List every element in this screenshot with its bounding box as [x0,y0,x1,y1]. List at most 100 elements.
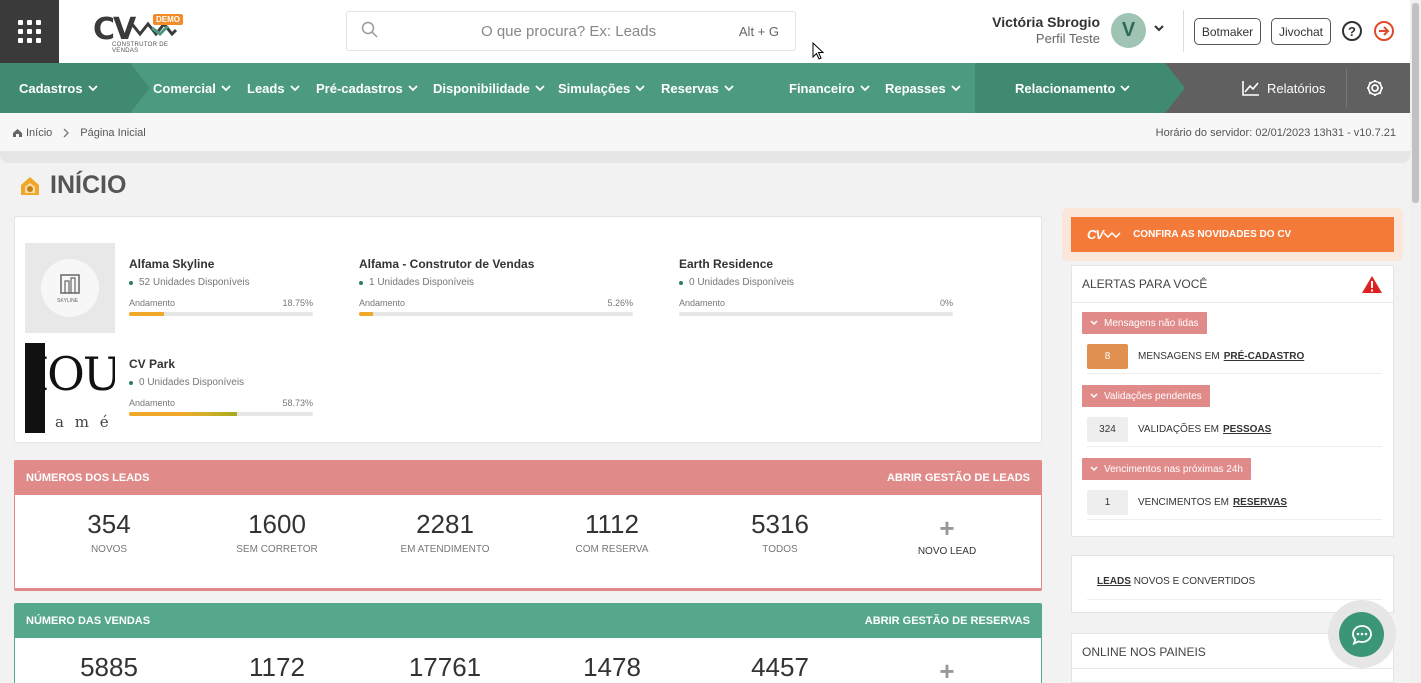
nav-reservas[interactable]: Reservas [661,63,734,113]
progress-value: 5.26% [607,298,633,308]
stat-novos[interactable]: 354 NOVOS [29,509,189,555]
nav-relatorios[interactable]: Relatórios [1242,63,1326,113]
sales-stat[interactable]: 4457 [700,652,860,683]
nav-label: Reservas [661,80,719,96]
jivochat-button[interactable]: Jivochat [1271,18,1331,45]
nav-label: Pré-cadastros [316,80,403,96]
breadcrumb-bar: Início Página Inicial Horário do servido… [0,113,1410,153]
avatar[interactable]: V [1111,13,1146,48]
help-icon[interactable]: ? [1342,21,1362,41]
plus-icon: + [939,656,955,683]
chevron-down-icon [635,85,645,92]
chevron-down-icon [1090,466,1098,472]
stat-com-reserva[interactable]: 1112 COM RESERVA [532,509,692,555]
logout-icon[interactable] [1373,20,1395,42]
progress-label: Andamento [359,298,406,308]
project-item[interactable]: Alfama Skyline 52 Unidades Disponíveis A… [129,257,313,316]
news-banner: CV CONFIRA AS NOVIDADES DO CV [1062,208,1403,261]
main-nav: Cadastros Comercial Leads Pré-cadastros … [0,63,1410,113]
nav-label: Cadastros [19,80,83,96]
project-item[interactable]: Earth Residence 0 Unidades Disponíveis A… [679,257,953,316]
chevron-down-icon [1090,320,1098,326]
alert-group-label: Vencimentos nas próximas 24h [1104,463,1243,475]
nav-simulacoes[interactable]: Simulações [558,63,645,113]
breadcrumb-shadow [0,151,1410,163]
sales-stat[interactable]: 17761 [365,652,525,683]
user-info[interactable]: Victória Sbrogio Perfil Teste [960,14,1100,46]
botmaker-button[interactable]: Botmaker [1194,18,1261,45]
nav-label: Comercial [153,80,216,96]
breadcrumb-home[interactable]: Início [26,127,53,139]
nav-leads[interactable]: Leads [247,63,300,113]
project-item[interactable]: CV Park 0 Unidades Disponíveis Andamento… [129,357,313,416]
chat-button[interactable] [1339,612,1384,657]
gear-icon[interactable] [1365,78,1385,98]
nav-arrow [130,63,150,113]
leads-link[interactable]: LEADS [1097,576,1131,587]
project-item[interactable]: Alfama - Construtor de Vendas 1 Unidades… [359,257,633,316]
progress-bar [359,312,633,316]
alert-row[interactable]: 324 VALIDAÇÕES EM PESSOAS [1087,413,1382,447]
cv-logo-icon: CV [1087,227,1104,242]
nav-repasses[interactable]: Repasses [885,63,961,113]
units-text: 0 Unidades Disponíveis [689,277,795,288]
apps-menu-button[interactable] [0,0,59,63]
projects-card: SKYLINE IOU a m é Alfama Skyline 52 Unid… [14,216,1042,443]
chat-widget[interactable] [1328,600,1396,668]
nav-financeiro[interactable]: Financeiro [789,63,870,113]
nav-relacionamento[interactable]: Relacionamento [1015,63,1131,113]
alert-group-toggle[interactable]: Validações pendentes [1082,385,1210,407]
nav-pre-cadastros[interactable]: Pré-cadastros [316,63,418,113]
nav-label: Repasses [885,80,946,96]
stat-em-atendimento[interactable]: 2281 EM ATENDIMENTO [365,509,525,555]
units-text: 52 Unidades Disponíveis [139,277,250,288]
logo[interactable]: CV DEMO CONSTRUTOR DE VENDAS [90,10,186,54]
nav-segment [0,63,130,113]
project-thumbnail-cvpark[interactable]: IOU a m é [25,343,115,433]
alert-group-label: Validações pendentes [1104,390,1202,402]
thumbnail-logo-text: IOU [31,347,115,401]
stat-todos[interactable]: 5316 TODOS [700,509,860,555]
progress-label-row: Andamento 0% [679,298,953,308]
sales-stat[interactable]: 5885 [29,652,189,683]
thumbnail-circle [41,259,99,317]
stat-sem-corretor[interactable]: 1600 SEM CORRETOR [197,509,357,555]
alert-count: 324 [1087,417,1128,442]
grid-icon [18,20,41,43]
alert-link[interactable]: RESERVAS [1232,497,1288,508]
alert-group-toggle[interactable]: Mensagens não lidas [1082,312,1207,334]
alert-group-label: Mensagens não lidas [1104,317,1199,329]
user-name: Victória Sbrogio [992,14,1100,30]
alert-group-toggle[interactable]: Vencimentos nas próximas 24h [1082,458,1251,480]
nav-disponibilidade[interactable]: Disponibilidade [433,63,545,113]
search-box[interactable]: O que procura? Ex: Leads Alt + G [346,11,796,51]
plus-icon: + [939,513,955,543]
panel-title: NÚMEROS DOS LEADS [26,472,150,484]
sales-stat[interactable]: 1172 [197,652,357,683]
alert-link[interactable]: PRÉ-CADASTRO [1223,351,1305,362]
project-thumbnail-skyline[interactable]: SKYLINE [25,243,115,333]
progress-label-row: Andamento 58.73% [129,398,313,408]
alert-row[interactable]: 1 VENCIMENTOS EM RESERVAS [1087,486,1382,520]
chevron-down-icon[interactable] [1153,22,1165,34]
jivochat-label: Jivochat [1278,24,1324,39]
project-units: 52 Unidades Disponíveis [129,277,313,288]
alert-link[interactable]: PESSOAS [1222,424,1272,435]
alert-row[interactable]: 8 MENSAGENS EM PRÉ-CADASTRO [1087,340,1382,374]
new-lead-button[interactable]: + NOVO LEAD [887,513,1007,557]
nav-cadastros[interactable]: Cadastros [19,63,98,113]
progress-value: 18.75% [282,298,313,308]
new-sale-button[interactable]: + [887,656,1007,683]
nav-comercial[interactable]: Comercial [153,63,231,113]
news-button[interactable]: CV CONFIRA AS NOVIDADES DO CV [1071,217,1394,252]
scrollbar-thumb[interactable] [1412,3,1419,203]
stat-value: 1600 [248,509,306,539]
scrollbar[interactable] [1410,0,1421,683]
open-leads-link[interactable]: ABRIR GESTÃO DE LEADS [886,472,1030,484]
stat-value: 1112 [585,509,639,539]
search-input[interactable]: O que procura? Ex: Leads [481,23,657,40]
logo-wave-icon [130,21,178,37]
stat-value: 1478 [583,652,641,682]
open-reservations-link[interactable]: ABRIR GESTÃO DE RESERVAS [864,615,1030,627]
sales-stat[interactable]: 1478 [532,652,692,683]
